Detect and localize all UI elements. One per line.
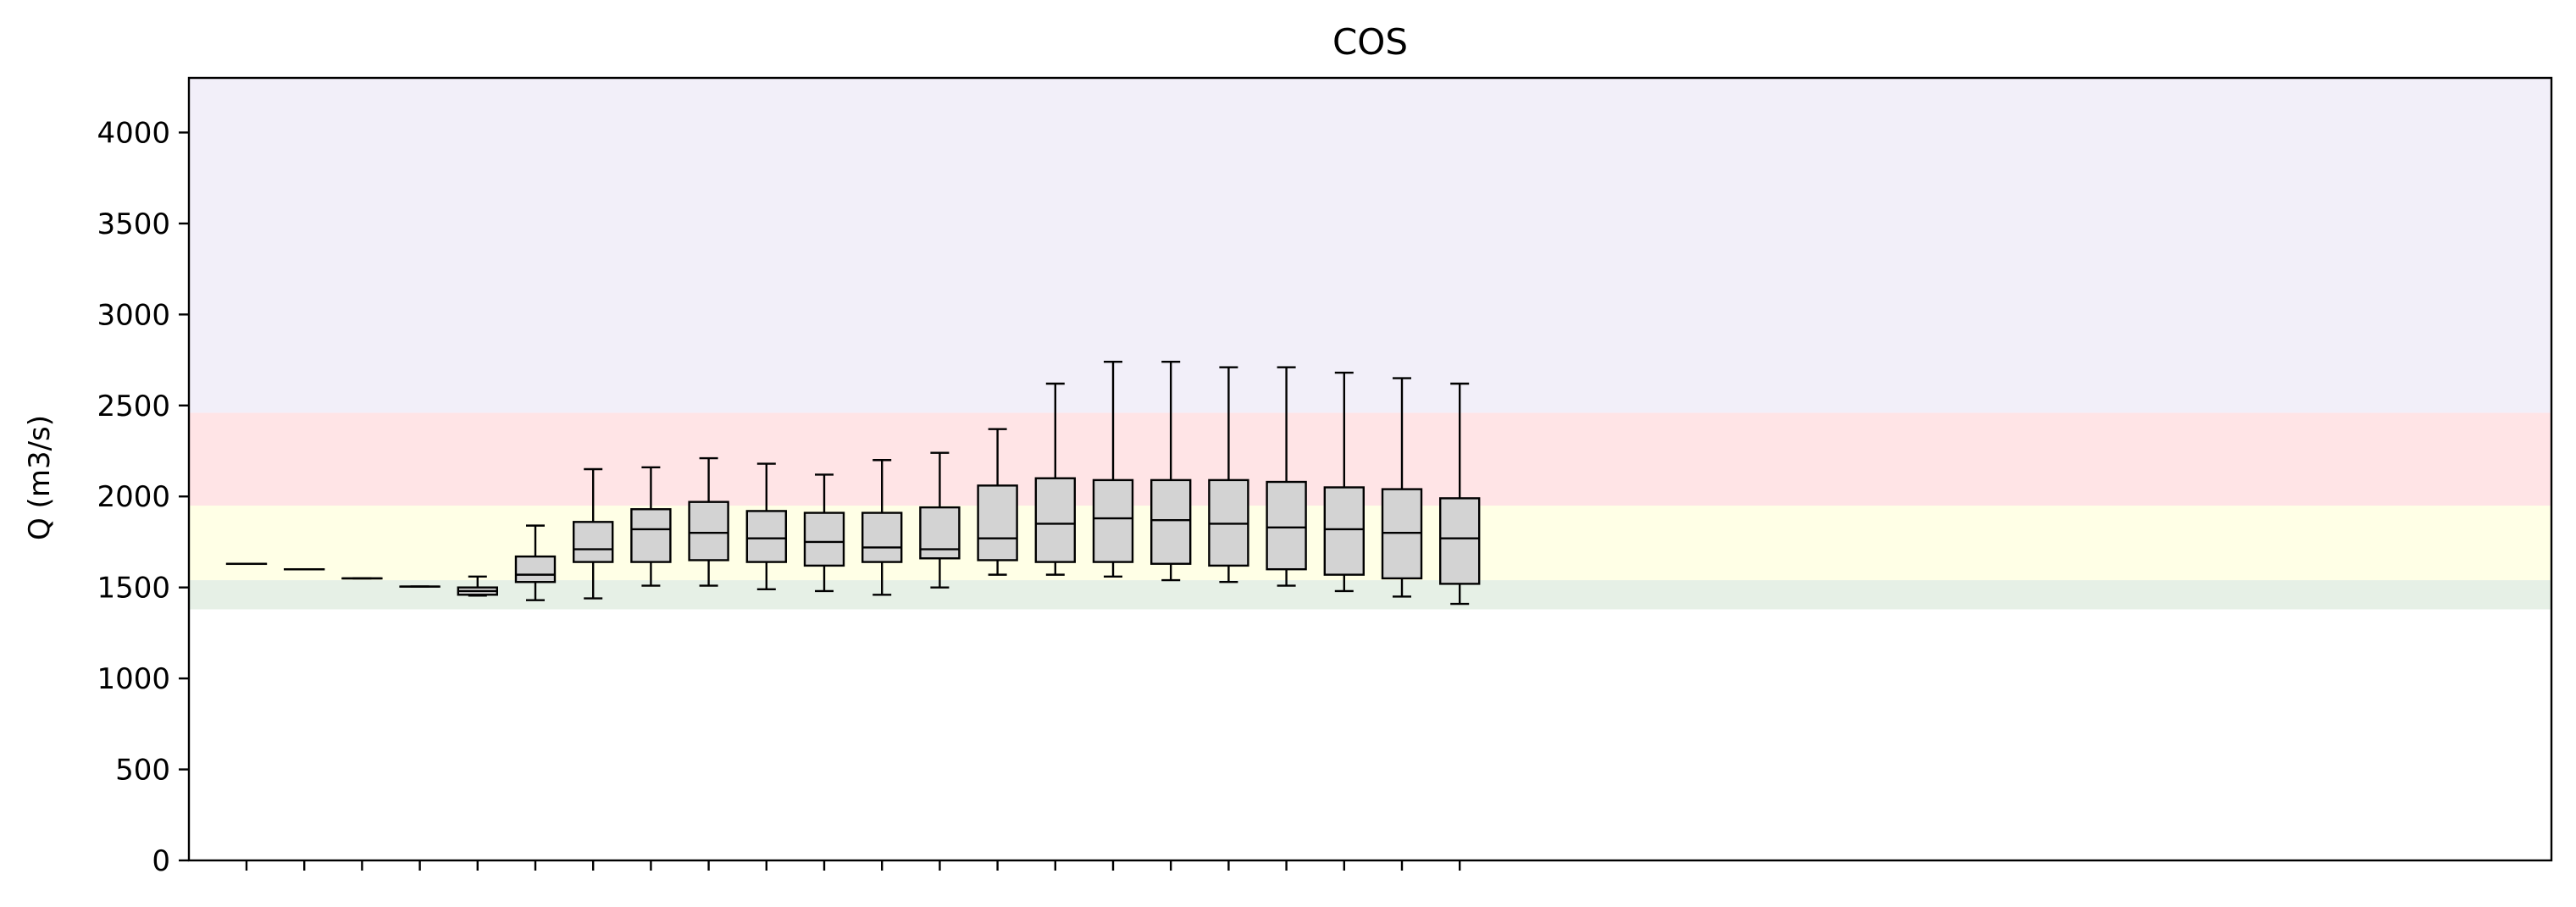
box-19 [1266,366,1307,587]
box-body [1323,486,1366,576]
box-body [745,510,787,563]
box-series [225,361,1481,606]
box-14 [977,428,1018,576]
x-axis [245,860,1461,871]
y-tick-label: 3000 [97,298,170,332]
y-tick-label: 2500 [97,390,170,423]
box-body [1150,478,1192,565]
y-tick-label: 1500 [97,572,170,606]
box-body [1092,478,1134,563]
box-11 [803,473,845,593]
y-tick-label: 2000 [97,480,170,514]
y-tick-label: 1000 [97,662,170,696]
band-2 [189,412,2551,506]
box-body [1034,477,1077,563]
chart-title: COS [1332,21,1408,63]
box-body [1266,480,1307,571]
box-18 [1208,366,1249,583]
box-21 [1381,377,1423,598]
box-body [977,484,1018,561]
band-0 [189,580,2551,610]
box-17 [1150,361,1192,582]
box-body [803,512,845,567]
box-20 [1323,371,1366,593]
box-12 [861,459,903,596]
y-axis: 0 500 1000 1500 2000 2500 3000 3500 4000 [97,116,189,878]
plot-frame [187,76,2553,862]
box-body [1438,497,1481,585]
y-tick-label: 0 [152,844,170,878]
box-7 [573,467,614,600]
box-15 [1034,382,1077,576]
box-16 [1092,361,1134,578]
box-9 [688,456,729,587]
box-10 [745,462,787,591]
box-22 [1438,382,1481,606]
box-8 [630,466,672,587]
y-axis-label: Q (m3/s) [23,415,57,540]
y-tick-label: 3500 [97,207,170,241]
box-body [630,508,672,563]
box-body [514,555,557,583]
box-body [573,521,614,563]
band-3 [189,78,2551,413]
box-body [861,512,903,563]
box-body [688,501,729,561]
threshold-bands [189,78,2551,610]
y-tick-label: 4000 [97,116,170,150]
y-tick-label: 500 [115,754,170,788]
box-13 [919,451,961,589]
box-body [919,506,961,560]
box-6 [514,524,557,601]
box-5 [457,575,498,597]
